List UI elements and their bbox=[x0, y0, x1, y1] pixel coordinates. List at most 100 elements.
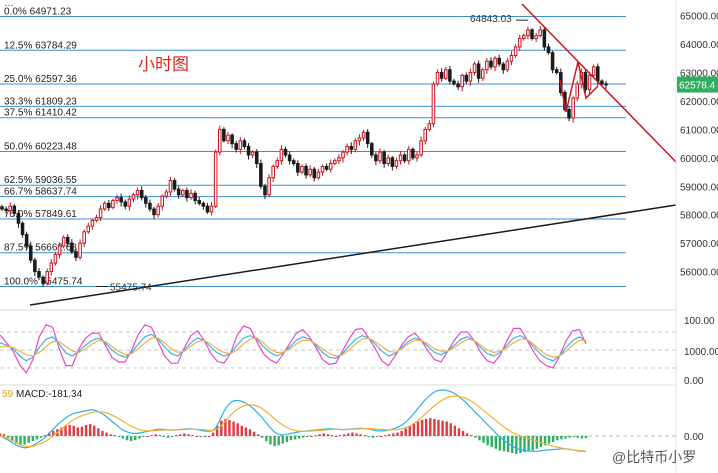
candle-body bbox=[596, 66, 600, 82]
candle-body bbox=[386, 157, 391, 165]
price-tick-label: 56000.00 bbox=[680, 268, 718, 279]
candle-body bbox=[308, 168, 312, 176]
candle-body bbox=[345, 145, 349, 153]
low-label: 55475.74 bbox=[110, 282, 152, 293]
macd-histogram-bar bbox=[109, 434, 112, 436]
candle-body bbox=[86, 225, 91, 233]
candle-body bbox=[263, 185, 267, 196]
macd-histogram-bar bbox=[375, 436, 379, 437]
macd-histogram-bar bbox=[187, 434, 190, 436]
candle-body bbox=[291, 160, 296, 165]
macd-histogram-bar bbox=[420, 419, 424, 436]
macd-histogram-bar bbox=[211, 432, 215, 436]
fib-label: 50.0% 60223.48 bbox=[4, 141, 77, 152]
candle-body bbox=[542, 29, 547, 48]
macd-histogram-bar bbox=[490, 436, 493, 448]
macd-histogram-bar bbox=[84, 424, 88, 436]
current-price-label: 62578.4 bbox=[679, 81, 716, 92]
macd-histogram-bar bbox=[580, 436, 584, 439]
candle-body bbox=[111, 199, 115, 209]
macd-histogram-bar bbox=[6, 436, 10, 438]
candle-body bbox=[172, 180, 177, 190]
candle-body bbox=[185, 190, 189, 199]
macd-histogram-bar bbox=[60, 427, 63, 436]
candle-body bbox=[419, 140, 423, 156]
price-tick-label: 59000.00 bbox=[680, 182, 718, 193]
macd-histogram-bar bbox=[379, 436, 383, 437]
candle-body bbox=[480, 69, 485, 79]
macd-histogram-bar bbox=[515, 436, 518, 454]
macd-histogram-bar bbox=[355, 433, 358, 436]
macd-histogram-bar bbox=[556, 436, 559, 441]
candle-body bbox=[242, 140, 247, 147]
candle-body bbox=[485, 60, 489, 71]
candlesticks bbox=[0, 26, 608, 288]
oscillator-tick-label: 0.00 bbox=[684, 376, 704, 387]
price-tick-label: 57000.00 bbox=[680, 239, 718, 250]
candle-body bbox=[217, 128, 222, 153]
candle-body bbox=[554, 69, 559, 74]
macd-histogram-bar bbox=[326, 434, 330, 436]
candle-body bbox=[279, 148, 284, 162]
candle-body bbox=[489, 60, 493, 68]
candle-body bbox=[448, 69, 452, 82]
candle-body bbox=[61, 236, 66, 247]
macd-histogram-bar bbox=[170, 436, 174, 437]
fib-label: 87.5% 56662.68 bbox=[4, 243, 77, 254]
macd-histogram-bar bbox=[457, 428, 461, 436]
macd-histogram-bar bbox=[191, 435, 194, 437]
macd-histogram-bar bbox=[15, 436, 18, 444]
macd-histogram-bar bbox=[273, 436, 276, 447]
macd-histogram-bar bbox=[134, 436, 137, 441]
candle-body bbox=[275, 160, 280, 167]
candle-body bbox=[213, 151, 218, 207]
candle-body bbox=[464, 74, 469, 82]
macd-histogram-bar bbox=[158, 435, 162, 437]
candle-body bbox=[583, 72, 588, 91]
macd-histogram-bar bbox=[416, 421, 420, 436]
macd-histogram-bar bbox=[175, 435, 178, 437]
candle-body bbox=[283, 148, 288, 156]
candle-body bbox=[33, 259, 37, 273]
candle-body bbox=[333, 160, 337, 165]
macd-histogram-bar bbox=[527, 436, 530, 452]
macd-prefix-label: 59 bbox=[2, 389, 14, 400]
candle-body bbox=[604, 83, 608, 86]
candle-body bbox=[181, 190, 185, 196]
candle-body bbox=[517, 37, 522, 48]
candle-body bbox=[357, 137, 362, 142]
candle-body bbox=[98, 208, 103, 219]
macd-histogram-bar bbox=[384, 435, 387, 437]
macd-histogram-bar bbox=[511, 436, 514, 453]
macd-histogram-bar bbox=[363, 435, 366, 437]
macd-histogram-bar bbox=[228, 419, 231, 436]
fib-label: 66.7% 58637.74 bbox=[4, 187, 77, 198]
candle-body bbox=[78, 242, 82, 258]
macd-histogram-bar bbox=[445, 421, 448, 436]
macd-histogram-bar bbox=[293, 436, 297, 440]
oscillator-panel: 100.00 0.00 bbox=[0, 316, 715, 387]
candle-body bbox=[300, 165, 304, 173]
macd-histogram-bar bbox=[215, 425, 219, 436]
macd-histogram-bar bbox=[93, 425, 96, 436]
macd-histogram-bar bbox=[441, 420, 444, 436]
candle-body bbox=[296, 163, 300, 173]
candle-body bbox=[160, 195, 165, 207]
candle-body bbox=[370, 143, 374, 156]
candle-body bbox=[443, 69, 448, 79]
candle-body bbox=[365, 131, 370, 145]
macd-histogram-bar bbox=[330, 435, 334, 437]
candle-body bbox=[505, 60, 510, 71]
macd-histogram-bar bbox=[494, 436, 498, 449]
candle-body bbox=[49, 262, 54, 273]
macd-histogram-bar bbox=[314, 435, 317, 437]
candle-body bbox=[57, 245, 62, 256]
high-label: 64843.03 bbox=[470, 14, 512, 25]
macd-histogram-bar bbox=[125, 436, 129, 441]
candle-body bbox=[246, 145, 251, 156]
candle-body bbox=[361, 131, 366, 139]
candle-body bbox=[337, 157, 341, 162]
candle-body bbox=[435, 72, 440, 85]
macd-histogram-bar bbox=[207, 436, 211, 437]
macd-histogram-bar bbox=[412, 423, 416, 436]
